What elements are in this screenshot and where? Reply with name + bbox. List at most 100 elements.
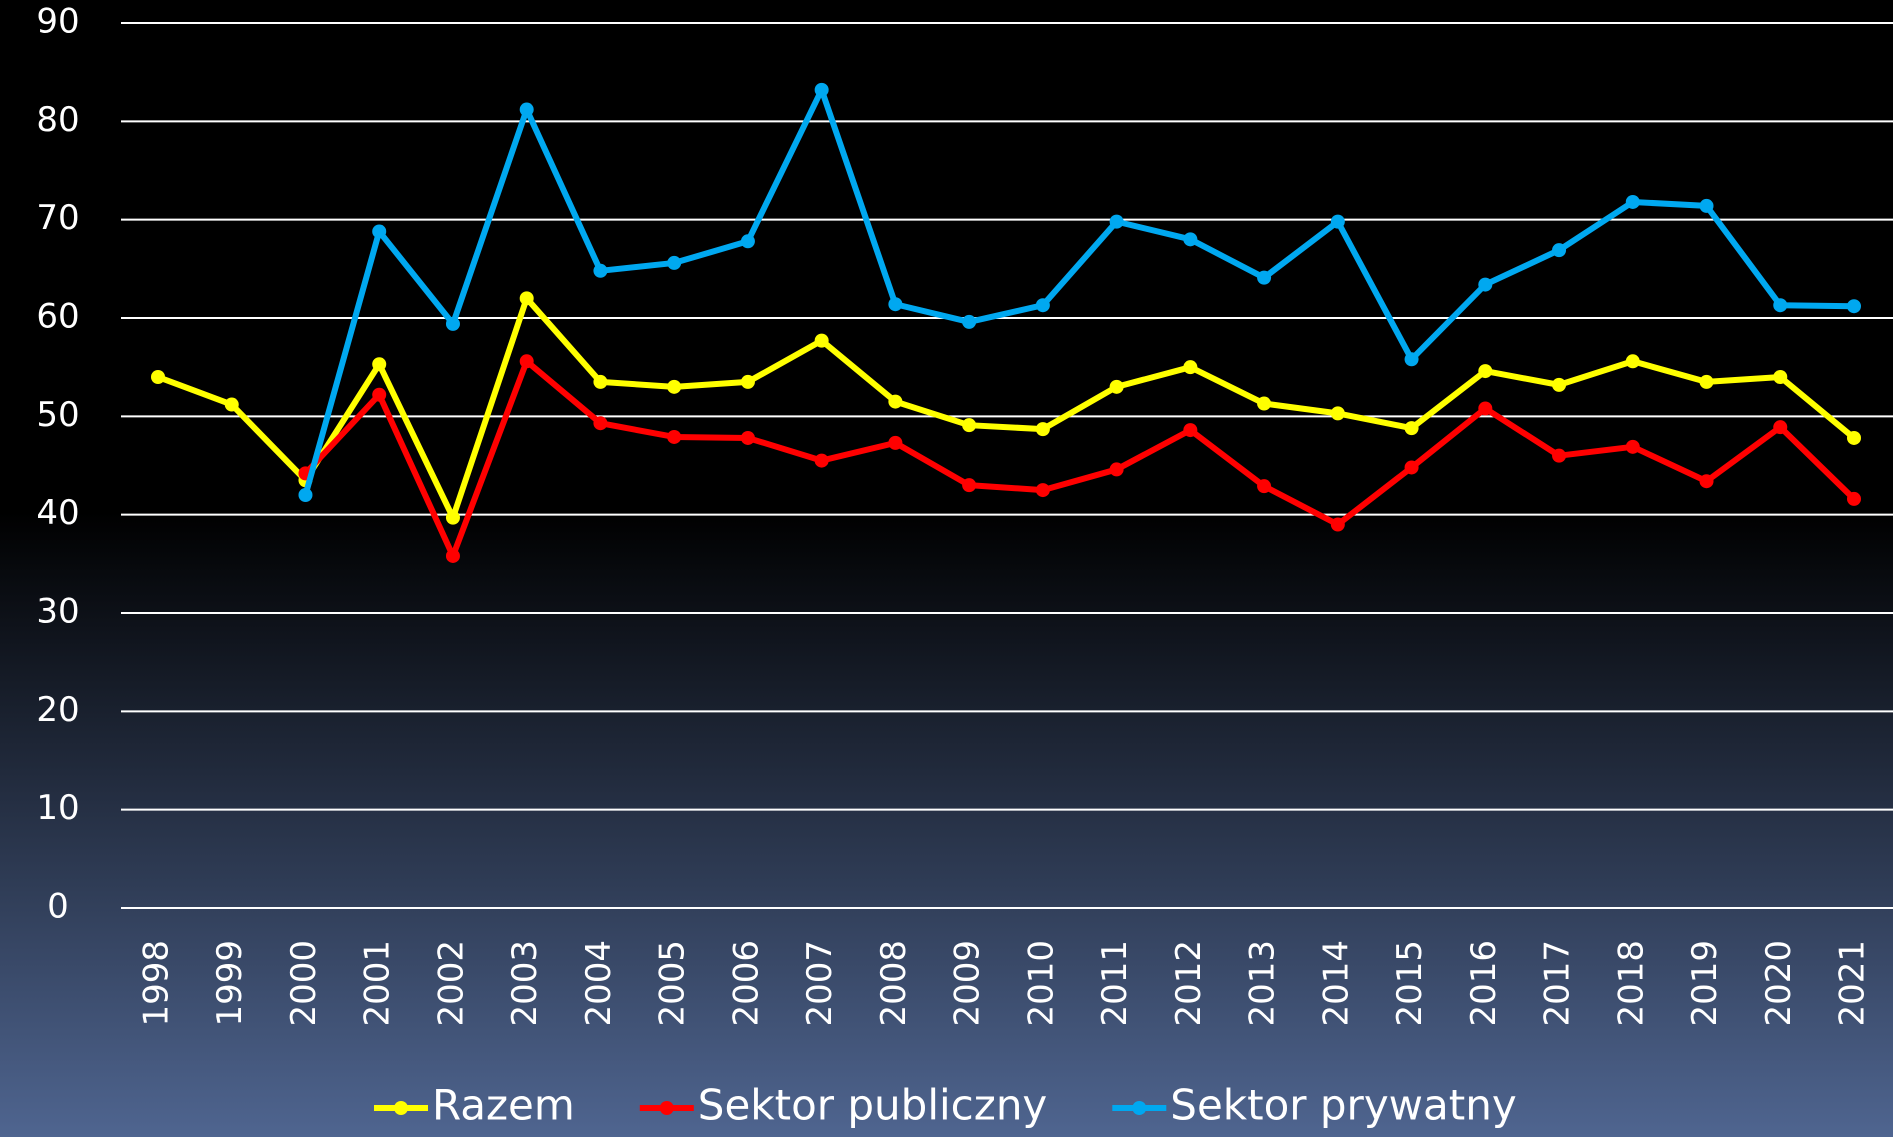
legend-marker [1132, 1101, 1147, 1115]
point [445, 548, 460, 563]
point [1257, 396, 1272, 411]
point [1478, 364, 1493, 379]
point [1330, 406, 1345, 421]
point [593, 263, 608, 278]
point [1109, 379, 1124, 394]
legend-item: Razem [374, 1081, 575, 1130]
y-tick-label: 0 [47, 887, 69, 927]
point [445, 316, 460, 331]
point [814, 82, 829, 97]
y-tick-label: 50 [36, 395, 79, 435]
point [888, 394, 903, 409]
x-tick-label: 2010 [1021, 940, 1061, 1027]
y-tick-label: 40 [36, 493, 79, 533]
point [667, 255, 682, 270]
point [1183, 360, 1198, 375]
point [372, 357, 387, 372]
point [1625, 439, 1640, 454]
point [667, 429, 682, 444]
point [1625, 194, 1640, 209]
series-line [156, 295, 1856, 521]
x-tick-label: 2000 [284, 940, 324, 1027]
point [1257, 270, 1272, 285]
legend-label: Sektor publiczny [698, 1081, 1048, 1130]
point [962, 478, 977, 493]
point [1035, 422, 1050, 437]
x-tick-label: 1999 [210, 940, 250, 1027]
point [888, 297, 903, 312]
point [1552, 243, 1567, 258]
point [519, 102, 534, 117]
y-tick-label: 70 [36, 198, 79, 238]
x-tick-label: 2018 [1611, 940, 1651, 1027]
point [1404, 421, 1419, 436]
x-tick-label: 2011 [1095, 940, 1135, 1027]
point [740, 234, 755, 249]
point [1257, 479, 1272, 494]
x-tick-label: 2019 [1685, 940, 1725, 1027]
point [962, 418, 977, 433]
point [1109, 214, 1124, 229]
legend-label: Razem [432, 1081, 575, 1130]
x-tick-label: 2004 [579, 940, 619, 1027]
point [1773, 370, 1788, 384]
y-tick-label: 30 [36, 592, 79, 632]
x-tick-label: 2021 [1833, 940, 1873, 1027]
series-line [303, 358, 1857, 559]
y-tick-label: 60 [36, 297, 79, 337]
point [1699, 474, 1714, 489]
legend-item: Sektor publiczny [639, 1081, 1048, 1130]
point [1699, 198, 1714, 213]
point [593, 374, 608, 389]
legend-marker [394, 1101, 408, 1115]
point [1699, 374, 1714, 389]
x-tick-label: 2017 [1538, 940, 1578, 1027]
point [1330, 214, 1345, 229]
point [1773, 420, 1788, 435]
x-tick-label: 2005 [653, 940, 693, 1027]
point [962, 314, 977, 329]
series-line [302, 86, 1855, 496]
x-tick-label: 2006 [726, 940, 766, 1027]
x-tick-label: 2002 [431, 940, 471, 1027]
point [1847, 491, 1861, 506]
x-tick-label: 2015 [1390, 940, 1430, 1027]
point [1552, 448, 1567, 463]
point [151, 370, 165, 384]
x-tick-label: 2008 [874, 940, 914, 1027]
x-tick-label: 2003 [505, 940, 545, 1027]
point [298, 488, 313, 502]
legend-label: Sektor prywatny [1170, 1081, 1516, 1130]
point [445, 510, 460, 525]
x-tick-label: 1998 [137, 940, 177, 1027]
point [1404, 352, 1419, 367]
point [1035, 483, 1050, 498]
point [740, 430, 755, 445]
point [1404, 460, 1419, 475]
x-tick-label: 2007 [800, 940, 840, 1027]
point [1625, 354, 1640, 369]
point [1035, 298, 1050, 313]
y-tick-label: 20 [36, 690, 79, 730]
x-tick-label: 2001 [358, 940, 398, 1027]
legend-marker [659, 1101, 674, 1115]
point [1330, 517, 1345, 532]
y-tick-label: 80 [36, 100, 79, 140]
x-tick-label: 2014 [1316, 940, 1356, 1027]
point [814, 453, 829, 468]
point [1773, 298, 1788, 313]
point [667, 379, 682, 394]
y-tick-label: 10 [36, 788, 79, 828]
point [814, 333, 829, 348]
x-tick-label: 2009 [948, 940, 988, 1027]
point [372, 224, 387, 239]
point [372, 387, 387, 402]
point [224, 397, 239, 412]
point [1109, 462, 1124, 477]
point [1847, 299, 1861, 314]
legend-item: Sektor prywatny [1112, 1081, 1517, 1130]
point [593, 416, 608, 431]
x-tick-label: 2012 [1169, 940, 1209, 1027]
